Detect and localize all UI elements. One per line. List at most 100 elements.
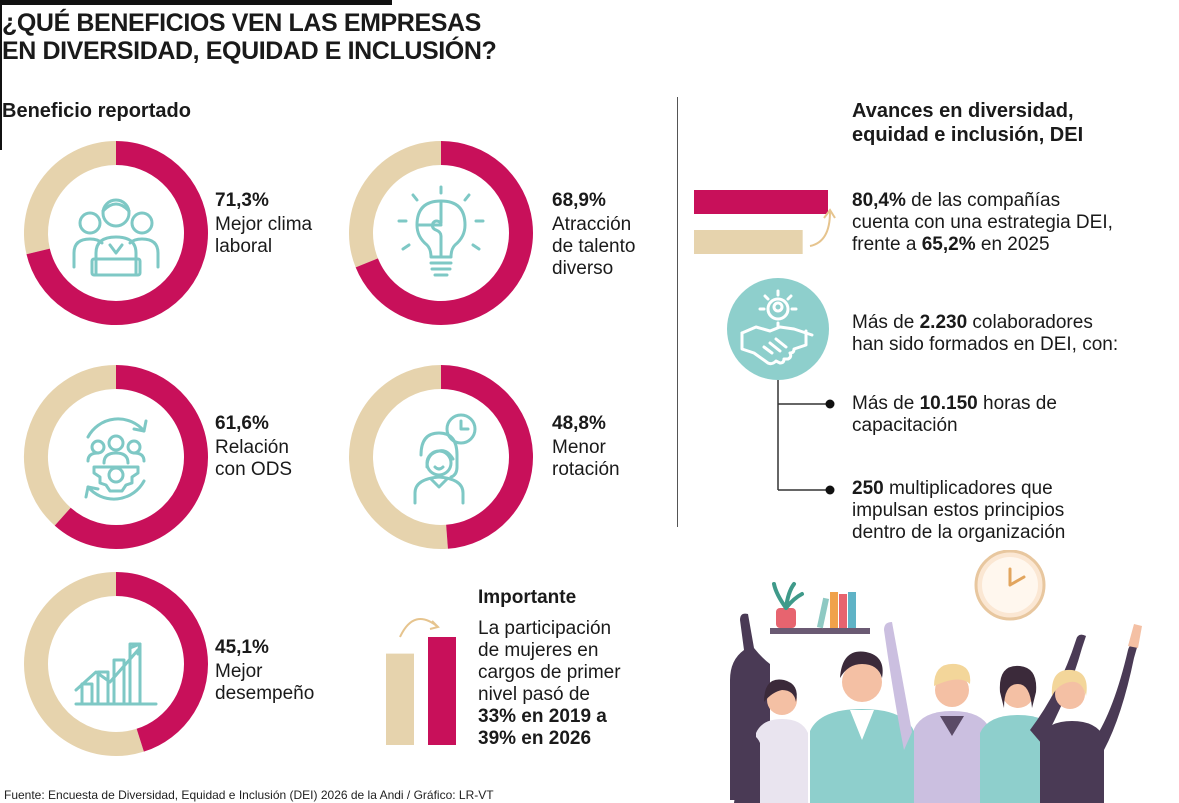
donut-value-arc: [26, 141, 208, 325]
donut-remainder-arc: [24, 365, 117, 526]
celebrating-team-illustration: [730, 550, 1142, 803]
donut-svg: [349, 365, 533, 549]
strategy-text: 80,4% de las compañías cuenta con una es…: [852, 190, 1172, 256]
trained-line-2: han sido formados en DEI, con:: [852, 334, 1119, 355]
multipliers-text-1: multiplicadores que: [883, 478, 1053, 499]
label-ods: Relación con ODS: [215, 437, 355, 481]
donut-svg: [24, 572, 208, 756]
arrow-head-icon: [823, 208, 836, 219]
strategy-line-2: cuenta con una estrategia DEI,: [852, 212, 1113, 233]
label-clima: Mejor clima laboral: [215, 214, 355, 258]
label-line: de talento: [552, 236, 636, 257]
strategy-line-3: frente a 65,2% en 2025: [852, 234, 1172, 256]
donut-chart-rotacion: [347, 363, 535, 551]
donut-remainder-arc: [24, 141, 117, 255]
strategy-text-3a: frente a: [852, 234, 922, 255]
right-section-title: Avances en diversidad, equidad e inclusi…: [852, 99, 1152, 147]
donut-chart-desempeno: [22, 570, 210, 758]
bullet-dot: [825, 399, 835, 409]
pct-rotacion: 48,8%: [552, 413, 606, 434]
label-line: Mejor: [215, 661, 263, 682]
donut-value-arc: [54, 365, 208, 549]
hours-text-1a: Más de: [852, 393, 920, 414]
important-text: La participación de mujeres en cargos de…: [478, 618, 678, 750]
important-line: de mujeres en: [478, 640, 599, 661]
person-1: [730, 613, 808, 803]
pct-talento: 68,9%: [552, 190, 606, 211]
multipliers-line-3: dentro de la organización: [852, 522, 1066, 543]
pct-clima: 71,3%: [215, 190, 269, 211]
label-line: Relación: [215, 437, 289, 458]
label-line: Atracción: [552, 214, 632, 235]
label-line: Mejor clima: [215, 214, 313, 235]
donut-chart-ods: [22, 363, 210, 551]
connector-lines: [777, 380, 835, 495]
trained-text-1a: Más de: [852, 312, 920, 333]
donut-svg: [24, 141, 208, 325]
donut-svg: [24, 365, 208, 549]
important-line: 39% en 2026: [478, 728, 592, 749]
donut-remainder-arc: [24, 572, 144, 756]
trained-text-1b: colaboradores: [967, 312, 1093, 333]
bullet-dot: [825, 485, 835, 495]
trained-line-1: Más de 2.230 colaboradores: [852, 312, 1172, 334]
multipliers-text: 250 multiplicadores que impulsan estos p…: [852, 478, 1172, 544]
strategy-text-3b: en 2025: [975, 234, 1050, 255]
hours-text-1b: horas de: [977, 393, 1057, 414]
important-line: 33% en 2019 a: [478, 706, 607, 727]
bar-2026: [428, 637, 456, 745]
donut-svg: [349, 141, 533, 325]
strategy-bold-3: 65,2%: [921, 234, 976, 255]
label-line: diverso: [552, 258, 614, 279]
shelf-icon: [770, 582, 870, 634]
important-line: cargos de primer: [478, 662, 621, 683]
vertical-divider: [677, 97, 678, 527]
people-group-icon: [72, 198, 160, 277]
important-title: Importante: [478, 587, 577, 608]
donut-remainder-arc: [349, 365, 448, 549]
strategy-bars-chart: [694, 190, 836, 254]
pct-desempeno: 45,1%: [215, 637, 269, 658]
donut-remainder-arc: [349, 141, 442, 268]
bar-2026: [694, 190, 828, 214]
donut-value-arc: [115, 572, 208, 752]
bar-2019: [386, 653, 414, 745]
page-title: ¿QUÉ BENEFICIOS VEN LAS EMPRESAS EN DIVE…: [2, 9, 522, 65]
strategy-bold-1: 80,4%: [852, 190, 906, 211]
hours-line-2: capacitación: [852, 415, 958, 436]
person-2: [810, 651, 914, 803]
hours-line-1: Más de 10.150 horas de: [852, 393, 1172, 415]
multipliers-line-2: impulsan estos principios: [852, 500, 1065, 521]
arrow-head-icon: [429, 620, 440, 630]
handshake-gear-icon: [727, 278, 829, 380]
person-5: [1040, 624, 1142, 803]
title-line-2: EN DIVERSIDAD, EQUIDAD E INCLUSIÓN?: [2, 37, 497, 65]
left-section-title: Beneficio reportado: [2, 100, 191, 122]
label-line: Menor: [552, 437, 606, 458]
hours-text: Más de 10.150 horas de capacitación: [852, 393, 1172, 437]
multipliers-line-1: 250 multiplicadores que: [852, 478, 1172, 500]
hours-bold-1: 10.150: [919, 393, 978, 414]
donut-chart-clima: [22, 139, 210, 327]
trained-bold-1: 2.230: [919, 312, 968, 333]
lightbulb-puzzle-icon: [397, 185, 485, 277]
label-talento: Atracción de talento diverso: [552, 214, 692, 280]
label-line: con ODS: [215, 459, 293, 480]
strategy-line-1: 80,4% de las compañías: [852, 190, 1172, 212]
strategy-text-1: de las compañías: [905, 190, 1061, 211]
left-rule: [0, 0, 2, 150]
label-desempeno: Mejor desempeño: [215, 661, 355, 705]
people-gear-icon: [84, 417, 148, 501]
label-line: laboral: [215, 236, 273, 257]
important-line: nivel pasó de: [478, 684, 590, 705]
women-bars-chart: [386, 618, 456, 745]
woman-clock-icon: [413, 413, 477, 505]
right-section-title-line-1: Avances en diversidad,: [852, 100, 1074, 122]
wall-clock-icon: [974, 550, 1046, 621]
title-line-1: ¿QUÉ BENEFICIOS VEN LAS EMPRESAS: [2, 9, 481, 37]
source-note: Fuente: Encuesta de Diversidad, Equidad …: [4, 788, 494, 802]
label-line: desempeño: [215, 683, 315, 704]
label-line: rotación: [552, 459, 620, 480]
pct-ods: 61,6%: [215, 413, 269, 434]
right-section-title-line-2: equidad e inclusión, DEI: [852, 124, 1084, 146]
